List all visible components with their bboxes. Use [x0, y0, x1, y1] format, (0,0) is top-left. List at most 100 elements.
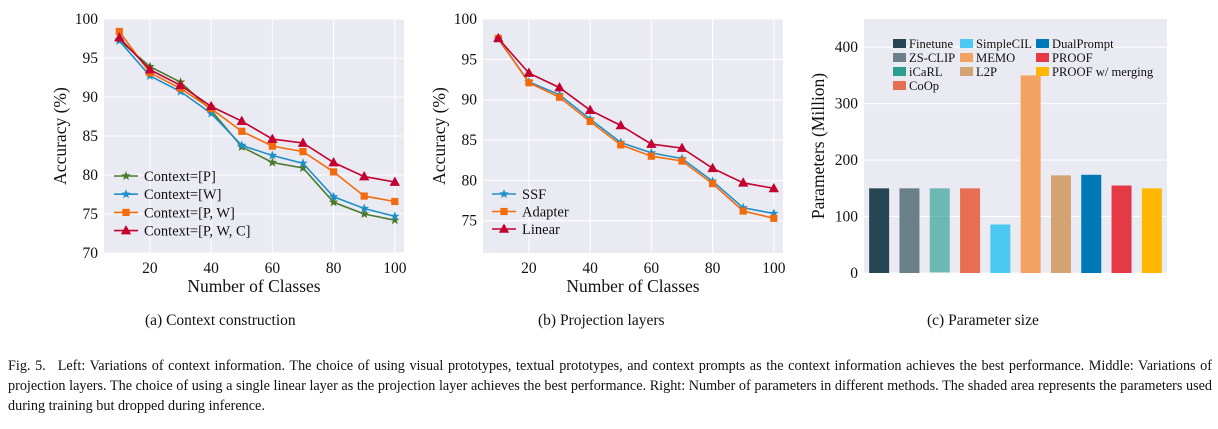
data-point: [738, 202, 748, 212]
bar-l2p: [1050, 175, 1071, 273]
data-point: [175, 79, 186, 90]
bar-proof-w-merging: [1141, 188, 1162, 273]
legend-swatch: [893, 53, 906, 62]
data-point: [206, 108, 216, 118]
legend-marker: [120, 225, 132, 235]
legend-marker: [121, 189, 131, 199]
bar-dualprompt: [1081, 174, 1102, 273]
bar-dropped-at-inference: [929, 188, 950, 273]
bar: [1020, 75, 1041, 273]
data-point: [238, 127, 246, 135]
data-point: [646, 138, 657, 148]
y-axis-label: Parameters (Million): [808, 73, 828, 219]
figure-label: Fig. 5.: [8, 358, 46, 374]
data-point: [267, 133, 278, 143]
legend-marker: [499, 189, 509, 198]
data-point: [359, 203, 369, 213]
data-point: [770, 214, 778, 222]
legend-label: PROOF: [1052, 51, 1093, 65]
data-point: [359, 209, 369, 218]
data-point: [329, 168, 338, 176]
x-axis-label: Number of Classes: [187, 276, 320, 296]
plot-area-b: [483, 19, 783, 253]
x-tick-label: 20: [142, 260, 158, 277]
legend-label: CoOp: [909, 79, 939, 93]
data-point: [391, 197, 399, 206]
data-point: [769, 208, 779, 218]
bar: [990, 224, 1011, 273]
legend-swatch: [1036, 53, 1049, 62]
y-tick-label: 300: [835, 96, 859, 113]
series-line: [118, 40, 395, 218]
legend-label: Context=[P, W, C]: [144, 224, 250, 240]
legend-label: iCaRL: [909, 65, 943, 79]
data-point: [390, 211, 400, 221]
data-point: [360, 192, 368, 200]
y-tick-label: 90: [462, 92, 478, 109]
data-point: [144, 64, 156, 74]
bar-icarl: [929, 188, 950, 274]
data-point: [646, 147, 657, 157]
bar: [1141, 188, 1162, 273]
bar: [869, 188, 890, 273]
data-point: [554, 82, 565, 92]
series-line: [497, 37, 774, 220]
legend-label: PROOF w/ merging: [1052, 65, 1154, 79]
data-point: [299, 148, 307, 156]
data-point: [268, 142, 276, 150]
series-line: [118, 39, 395, 221]
y-tick-label: 200: [835, 152, 859, 169]
x-tick-label: 40: [203, 260, 219, 277]
data-point: [237, 140, 247, 150]
data-point: [115, 27, 123, 36]
y-tick-label: 400: [835, 39, 859, 56]
x-axis-label: Number of Classes: [566, 276, 699, 296]
y-tick-label: 80: [83, 167, 99, 184]
x-tick-label: 100: [762, 260, 786, 277]
data-point: [267, 150, 278, 160]
data-point: [647, 152, 655, 160]
legend-label: SimpleCIL: [976, 37, 1032, 51]
chart-b: 20 40 60 80 100 75 80 85 90 95 100 Number of Classe…: [429, 11, 786, 296]
figure-caption: Fig. 5. Left: Variations of context infor…: [8, 356, 1212, 416]
x-tick-label: 60: [644, 260, 660, 277]
legend-label: Context=[P]: [144, 169, 216, 185]
x-tick-label: 100: [383, 260, 407, 277]
data-point: [523, 67, 535, 77]
legend-swatch: [893, 39, 906, 48]
series-linear: [493, 32, 780, 193]
legend-label: Adapter: [522, 205, 569, 221]
bar: [1050, 175, 1071, 273]
legend-swatch: [893, 81, 906, 90]
y-tick-label: 80: [462, 172, 478, 189]
data-point: [678, 157, 686, 165]
data-point: [708, 180, 717, 188]
legend-swatch: [1036, 39, 1049, 48]
data-point: [390, 215, 400, 225]
series-line: [497, 37, 774, 190]
y-tick-label: 85: [83, 128, 99, 145]
data-point: [114, 32, 125, 42]
subcaption-a: (a) Context construction: [145, 312, 296, 329]
y-tick-label: 95: [83, 50, 99, 67]
bar-coop: [960, 188, 981, 273]
data-point: [267, 157, 278, 167]
legend-label: L2P: [976, 65, 997, 79]
legend-label: Finetune: [909, 37, 953, 51]
y-tick-label: 100: [75, 11, 99, 28]
y-tick-label: 70: [83, 245, 99, 262]
series-line: [497, 38, 774, 215]
data-point: [205, 100, 217, 111]
legend-label: ZS-CLIP: [909, 51, 955, 65]
chart-a: 20 40 60 80 100 70 75 80 85 90 95 100 Number of Clas…: [50, 11, 407, 296]
bar-proof: [1111, 185, 1132, 273]
legend-c: Finetune SimpleCIL DualPrompt ZS-CLIP MEMO PR…: [893, 37, 1154, 93]
y-axis-label: Accuracy (%): [50, 87, 70, 185]
legend-swatch: [960, 39, 973, 48]
legend-a: Context=[P] Context=[W] Context=[P, W] Cont…: [114, 169, 250, 240]
figure-canvas: 20 40 60 80 100 70 75 80 85 90 95 100 Number of Clas…: [50, 11, 1167, 296]
legend-label: DualPrompt: [1052, 37, 1114, 51]
bar-simplecil: [990, 224, 1011, 273]
data-point: [555, 93, 564, 101]
